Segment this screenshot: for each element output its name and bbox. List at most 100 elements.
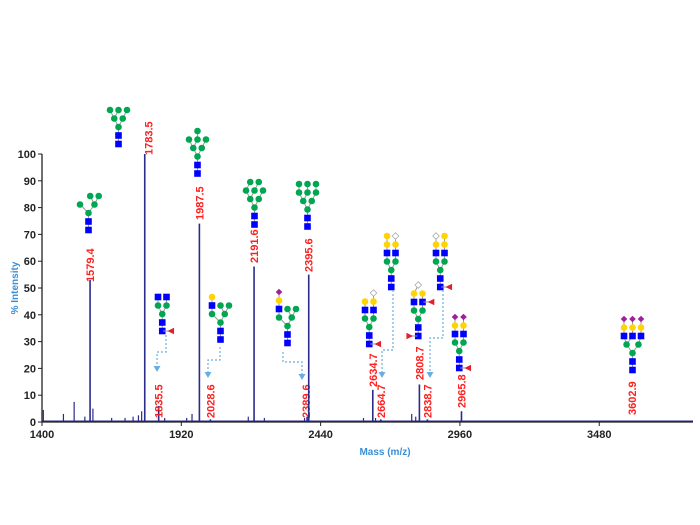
- glcnac-square-icon: [432, 249, 440, 257]
- x-tick-label: 2440: [308, 429, 332, 441]
- glcnac-square-icon: [370, 306, 377, 314]
- x-tick-label: 2960: [448, 429, 472, 441]
- dashed-arrow: [156, 335, 167, 367]
- mannose-circle-icon: [308, 197, 316, 205]
- y-tick-label: 10: [24, 390, 36, 402]
- galactose-circle-icon: [419, 290, 426, 297]
- glcnac-square-icon: [361, 306, 369, 314]
- mannose-circle-icon: [623, 341, 630, 348]
- mannose-circle-icon: [86, 192, 94, 200]
- glcnac-square-icon: [304, 214, 311, 222]
- mannose-circle-icon: [441, 258, 448, 265]
- glycan-structure: [76, 192, 102, 234]
- glycan-structure: [451, 313, 472, 372]
- mannose-circle-icon: [414, 315, 422, 323]
- fucose-triangle-icon: [374, 340, 382, 348]
- peak-label: 2191.6: [249, 229, 261, 263]
- dashed-arrows: [153, 290, 444, 380]
- mannose-circle-icon: [154, 302, 162, 309]
- mannose-circle-icon: [115, 123, 122, 131]
- white-diamond-icon: [432, 232, 440, 240]
- glcnac-square-icon: [115, 140, 122, 148]
- peak-label: 2395.6: [304, 238, 316, 272]
- galactose-circle-icon: [410, 290, 418, 297]
- mannose-circle-icon: [295, 189, 303, 196]
- arrow-head-icon: [153, 366, 161, 372]
- x-axis-label: Mass (m/z): [359, 447, 410, 458]
- y-tick-label: 100: [18, 149, 36, 161]
- glcnac-square-icon: [115, 132, 122, 139]
- arrow-head-icon: [378, 372, 386, 378]
- glcnac-square-icon: [217, 327, 224, 335]
- glcnac-square-icon: [85, 226, 92, 234]
- glcnac-square-icon: [620, 332, 628, 340]
- sialic-acid-diamond-icon: [460, 313, 467, 321]
- mannose-circle-icon: [194, 153, 201, 160]
- galactose-circle-icon: [275, 297, 283, 304]
- glycan-structure: [383, 232, 400, 291]
- glcnac-square-icon: [158, 319, 166, 326]
- glycan-structures: [76, 106, 645, 374]
- mannose-circle-icon: [361, 315, 369, 322]
- mannose-circle-icon: [225, 302, 233, 309]
- glycan-structure: [295, 180, 320, 230]
- mannose-circle-icon: [251, 187, 258, 194]
- mannose-circle-icon: [110, 115, 118, 122]
- glycan-structure: [620, 315, 645, 374]
- x-tick-label: 3480: [587, 429, 611, 441]
- dashed-arrow: [381, 290, 394, 373]
- dashed-arrow: [282, 352, 303, 375]
- galactose-circle-icon: [441, 232, 448, 240]
- glcnac-square-icon: [455, 364, 463, 372]
- glcnac-square-icon: [414, 332, 422, 340]
- glcnac-square-icon: [387, 275, 395, 282]
- y-tick-label: 60: [24, 256, 36, 268]
- glcnac-square-icon: [436, 283, 444, 291]
- sialic-acid-diamond-icon: [620, 315, 628, 323]
- glcnac-square-icon: [637, 332, 645, 340]
- glcnac-square-icon: [410, 298, 418, 306]
- mannose-circle-icon: [629, 349, 636, 357]
- glycan-structure: [406, 281, 435, 340]
- peak-label: 2664.7: [376, 384, 388, 418]
- galactose-circle-icon: [441, 241, 448, 248]
- mannose-circle-icon: [419, 307, 426, 314]
- mannose-circle-icon: [91, 201, 98, 208]
- peak-label: 1835.5: [154, 384, 166, 418]
- glcnac-square-icon: [208, 302, 216, 309]
- peaks: 1579.4 1783.5 1835.5 1987.5 2028.6 2191.6 2389…: [85, 121, 639, 422]
- galactose-circle-icon: [637, 324, 645, 331]
- glcnac-square-icon: [365, 340, 373, 348]
- y-tick-label: 50: [24, 283, 36, 295]
- glycan-structure: [106, 106, 131, 148]
- mannose-circle-icon: [284, 322, 291, 330]
- fucose-triangle-icon: [406, 332, 414, 340]
- mannose-circle-icon: [185, 136, 193, 143]
- glcnac-square-icon: [251, 212, 258, 220]
- mannose-circle-icon: [189, 144, 197, 152]
- fucose-triangle-icon: [427, 298, 435, 306]
- galactose-circle-icon: [383, 241, 391, 248]
- arrow-head-icon: [204, 372, 212, 378]
- glcnac-square-icon: [158, 327, 166, 335]
- peak-label: 2634.7: [368, 353, 380, 387]
- peak-label: 1783.5: [144, 121, 156, 155]
- galactose-circle-icon: [451, 322, 459, 329]
- glycan-structure: [154, 293, 175, 335]
- y-tick-label: 0: [30, 417, 36, 429]
- y-tick-label: 30: [24, 337, 36, 349]
- glcnac-square-icon: [451, 330, 459, 338]
- mannose-circle-icon: [432, 258, 440, 265]
- glcnac-square-icon: [365, 332, 373, 339]
- mannose-circle-icon: [198, 144, 206, 152]
- y-tick-label: 80: [24, 203, 36, 215]
- galactose-circle-icon: [370, 298, 377, 305]
- mannose-circle-icon: [275, 314, 283, 321]
- mannose-circle-icon: [194, 136, 201, 143]
- dashed-arrow: [207, 347, 221, 373]
- peak-label: 2028.6: [205, 384, 217, 418]
- glcnac-square-icon: [275, 305, 283, 313]
- axes: 0 10 20 30 40 50 60 70 80 90 100 1400 1920 2440 2960 34…: [18, 149, 693, 441]
- galactose-circle-icon: [392, 241, 399, 248]
- mannose-circle-icon: [292, 305, 300, 313]
